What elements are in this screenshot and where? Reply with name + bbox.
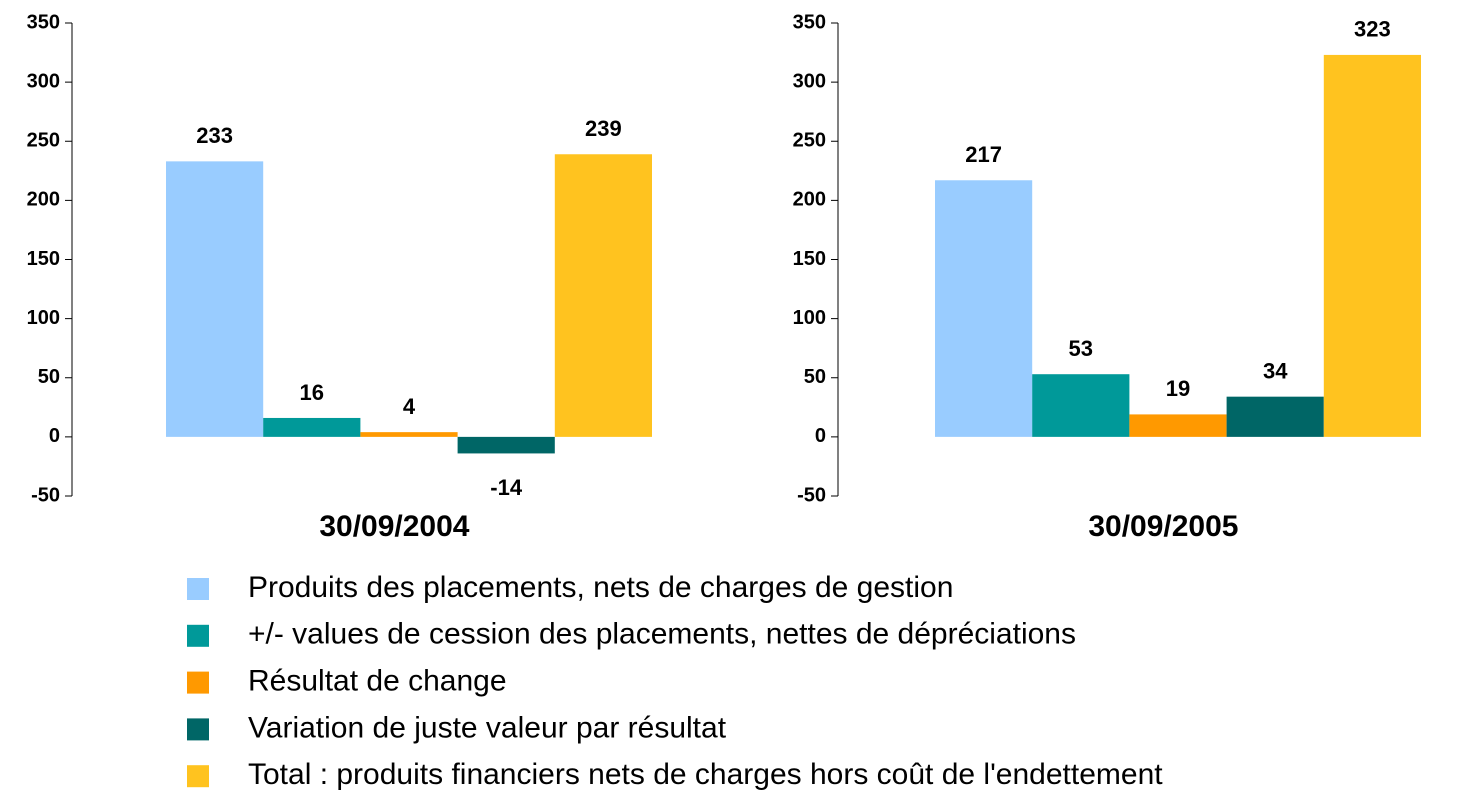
y-tick-label: 0 xyxy=(49,425,60,447)
y-tick-label: 0 xyxy=(815,425,826,447)
y-tick-label: 100 xyxy=(27,307,60,329)
y-tick-label: 100 xyxy=(793,307,826,329)
y-tick-label: 200 xyxy=(27,189,60,211)
bar xyxy=(263,417,361,437)
y-tick-label: 200 xyxy=(793,189,826,211)
y-tick-label: 350 xyxy=(793,11,826,33)
legend-label: Résultat de change xyxy=(248,665,507,698)
legend-label: +/- values de cession des placements, ne… xyxy=(248,618,1076,651)
value-label: 239 xyxy=(585,116,622,141)
legend-label: Total : produits financiers nets de char… xyxy=(248,758,1163,791)
bar xyxy=(1129,414,1227,437)
y-tick-label: -50 xyxy=(797,484,826,506)
value-label: 34 xyxy=(1263,358,1288,383)
value-label: 16 xyxy=(300,380,324,405)
y-tick-label: 350 xyxy=(27,11,60,33)
y-tick-label: 50 xyxy=(38,366,60,388)
legend-label: Variation de juste valeur par résultat xyxy=(248,711,727,744)
bar xyxy=(166,161,264,437)
value-label: 233 xyxy=(196,123,233,148)
y-tick-label: 50 xyxy=(804,366,826,388)
legend-swatch xyxy=(187,718,209,741)
bar xyxy=(1032,374,1130,437)
bar xyxy=(554,154,652,437)
bar xyxy=(1323,54,1421,437)
legend-swatch xyxy=(187,671,209,694)
legend-swatch xyxy=(187,624,209,647)
value-label: 53 xyxy=(1069,336,1093,361)
legend-swatch xyxy=(187,578,209,600)
value-label: -14 xyxy=(490,475,523,500)
y-tick-label: 150 xyxy=(27,248,60,270)
x-tick-label: 30/09/2004 xyxy=(319,510,469,543)
y-tick-label: 300 xyxy=(793,70,826,92)
y-tick-label: 150 xyxy=(793,248,826,270)
y-tick-label: 250 xyxy=(27,130,60,152)
y-tick-label: 250 xyxy=(793,130,826,152)
value-label: 217 xyxy=(965,142,1002,167)
x-tick-label: 30/09/2005 xyxy=(1088,510,1238,543)
y-tick-label: -50 xyxy=(31,484,60,506)
value-label: 4 xyxy=(403,394,416,419)
value-label: 323 xyxy=(1354,17,1391,42)
bar xyxy=(1226,396,1324,437)
value-label: 19 xyxy=(1166,376,1190,401)
bar xyxy=(360,432,458,437)
y-tick-label: 300 xyxy=(27,70,60,92)
bar xyxy=(457,436,555,454)
bar xyxy=(935,180,1033,437)
legend-swatch xyxy=(187,765,209,788)
legend-label: Produits des placements, nets de charges… xyxy=(248,571,953,604)
